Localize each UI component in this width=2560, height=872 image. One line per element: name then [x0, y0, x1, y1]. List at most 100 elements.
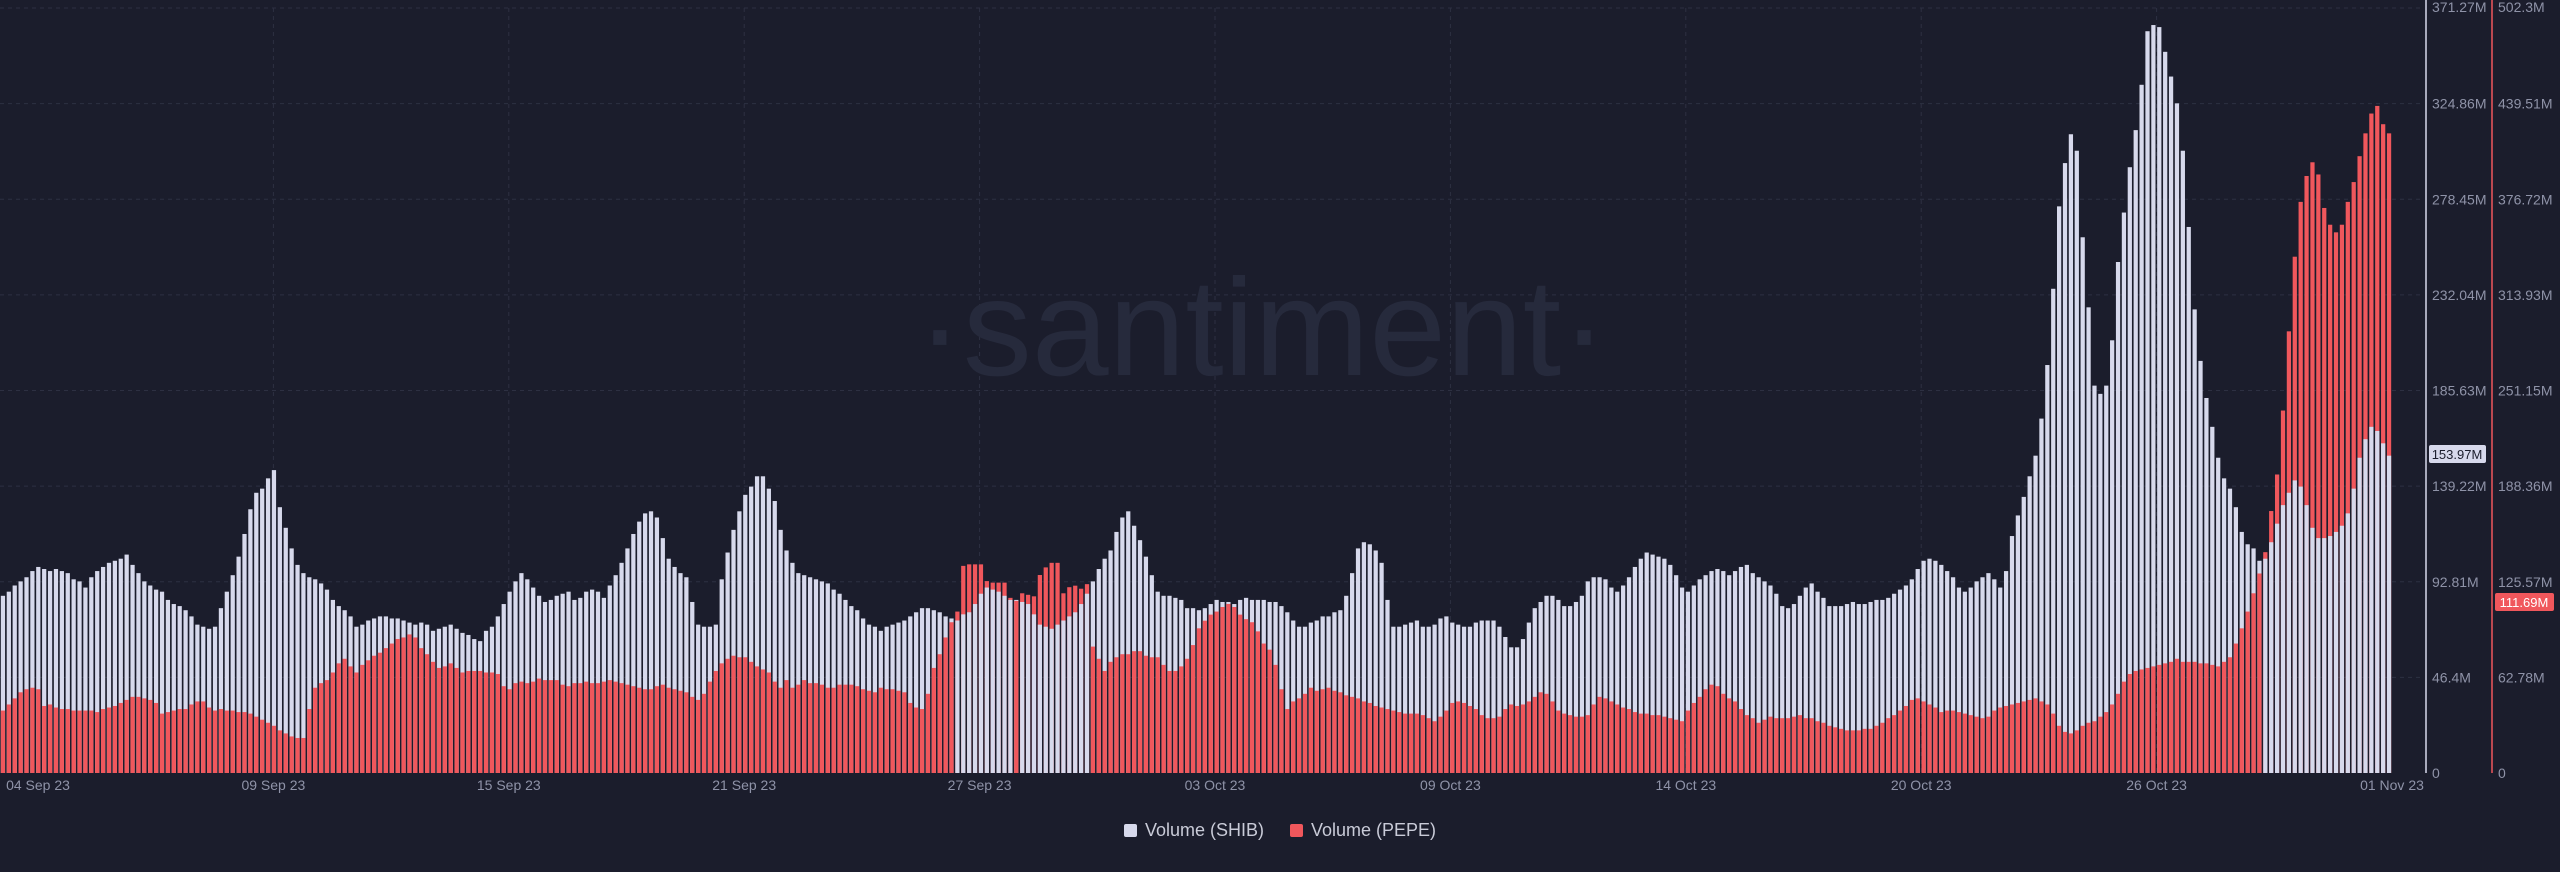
bar-pepe[interactable]: [1473, 709, 1478, 773]
bar-pepe[interactable]: [2304, 175, 2309, 773]
legend-shib[interactable]: Volume (SHIB): [1123, 820, 1264, 841]
bar-shib[interactable]: [2074, 150, 2079, 774]
bar-shib[interactable]: [772, 501, 777, 773]
bar-pepe[interactable]: [1509, 704, 1514, 773]
bar-pepe[interactable]: [1279, 689, 1284, 773]
bar-pepe[interactable]: [1161, 664, 1166, 773]
bar-shib[interactable]: [2298, 486, 2303, 773]
bar-pepe[interactable]: [1249, 622, 1255, 773]
bar-pepe[interactable]: [1385, 709, 1390, 773]
bar-pepe[interactable]: [861, 689, 866, 773]
bar-shib[interactable]: [2080, 237, 2085, 773]
bar-shib[interactable]: [1467, 626, 1473, 773]
bar-pepe[interactable]: [2121, 681, 2127, 773]
bar-pepe[interactable]: [2145, 667, 2150, 773]
bar-shib[interactable]: [566, 591, 571, 773]
bar-shib[interactable]: [207, 628, 212, 773]
bar-shib[interactable]: [2210, 426, 2215, 773]
bar-shib[interactable]: [2133, 130, 2138, 773]
bar-pepe[interactable]: [248, 713, 253, 773]
bar-pepe[interactable]: [1014, 600, 1019, 773]
bar-shib[interactable]: [1868, 601, 1873, 773]
bar-pepe[interactable]: [1685, 710, 1691, 773]
bar-pepe[interactable]: [1827, 725, 1832, 773]
bar-pepe[interactable]: [2074, 730, 2079, 773]
bar-pepe[interactable]: [1797, 715, 1803, 773]
bar-pepe[interactable]: [2322, 207, 2327, 774]
bar-shib[interactable]: [2386, 455, 2392, 773]
bar-pepe[interactable]: [760, 669, 766, 773]
bar-shib[interactable]: [525, 579, 530, 773]
bar-shib[interactable]: [1774, 593, 1779, 773]
bar-pepe[interactable]: [1414, 713, 1420, 773]
bar-shib[interactable]: [1344, 595, 1349, 773]
bar-pepe[interactable]: [1809, 718, 1814, 773]
bar-pepe[interactable]: [1562, 713, 1567, 773]
bar-shib[interactable]: [1685, 591, 1691, 773]
bar-pepe[interactable]: [1173, 670, 1178, 773]
bar-shib[interactable]: [1397, 626, 1402, 773]
bar-shib[interactable]: [2092, 385, 2097, 773]
bar-pepe[interactable]: [1108, 661, 1113, 773]
bar-shib[interactable]: [89, 577, 94, 773]
bar-pepe[interactable]: [295, 737, 300, 773]
bar-shib[interactable]: [1420, 626, 1425, 773]
bar-pepe[interactable]: [931, 667, 936, 773]
bar-shib[interactable]: [248, 509, 253, 773]
bar-shib[interactable]: [1108, 550, 1113, 773]
bar-pepe[interactable]: [796, 684, 801, 773]
bar-pepe[interactable]: [171, 710, 176, 773]
bar-pepe[interactable]: [1921, 701, 1926, 773]
bar-pepe[interactable]: [1190, 645, 1196, 773]
bar-shib[interactable]: [2381, 443, 2386, 773]
bar-pepe[interactable]: [843, 684, 848, 773]
bar-shib[interactable]: [1526, 622, 1531, 773]
bar-pepe[interactable]: [1302, 693, 1308, 773]
bar-pepe[interactable]: [1650, 715, 1655, 773]
bar-shib[interactable]: [1821, 597, 1826, 773]
bar-pepe[interactable]: [1785, 718, 1791, 773]
bar-pepe[interactable]: [772, 681, 777, 773]
bar-pepe[interactable]: [47, 704, 53, 773]
bar-pepe[interactable]: [148, 699, 153, 773]
bar-pepe[interactable]: [1461, 702, 1467, 773]
bar-pepe[interactable]: [2345, 201, 2350, 773]
bar-shib[interactable]: [825, 583, 830, 773]
bar-shib[interactable]: [18, 581, 23, 773]
bar-pepe[interactable]: [684, 692, 689, 773]
bar-pepe[interactable]: [1149, 657, 1154, 773]
bar-pepe[interactable]: [1456, 701, 1461, 773]
bar-pepe[interactable]: [1986, 716, 1991, 773]
bar-pepe[interactable]: [2133, 670, 2138, 773]
bar-pepe[interactable]: [1090, 646, 1096, 773]
bar-pepe[interactable]: [660, 684, 665, 773]
bar-shib[interactable]: [53, 569, 59, 773]
bar-shib[interactable]: [666, 558, 671, 773]
bar-pepe[interactable]: [1679, 721, 1685, 773]
bar-pepe[interactable]: [749, 661, 754, 773]
bar-pepe[interactable]: [1361, 701, 1367, 773]
bar-shib[interactable]: [2274, 523, 2280, 773]
bar-shib[interactable]: [1697, 579, 1702, 773]
bar-pepe[interactable]: [1326, 687, 1331, 773]
bar-pepe[interactable]: [283, 733, 288, 773]
bar-pepe[interactable]: [1143, 655, 1149, 773]
bar-pepe[interactable]: [1420, 715, 1425, 773]
bar-shib[interactable]: [95, 571, 100, 773]
bar-pepe[interactable]: [389, 643, 394, 773]
bar-shib[interactable]: [1114, 531, 1119, 773]
bar-pepe[interactable]: [1950, 710, 1956, 773]
bar-shib[interactable]: [2292, 480, 2297, 773]
bar-shib[interactable]: [1479, 620, 1484, 773]
bar-pepe[interactable]: [201, 701, 206, 773]
bar-shib[interactable]: [2322, 538, 2327, 773]
bar-pepe[interactable]: [613, 681, 618, 773]
bar-shib[interactable]: [1067, 616, 1072, 773]
bar-pepe[interactable]: [1532, 696, 1537, 773]
bar-shib[interactable]: [2316, 538, 2321, 773]
bar-pepe[interactable]: [1585, 715, 1590, 773]
bar-shib[interactable]: [24, 577, 29, 773]
bar-shib[interactable]: [47, 571, 53, 773]
bar-shib[interactable]: [654, 517, 660, 773]
bar-pepe[interactable]: [1732, 701, 1738, 773]
